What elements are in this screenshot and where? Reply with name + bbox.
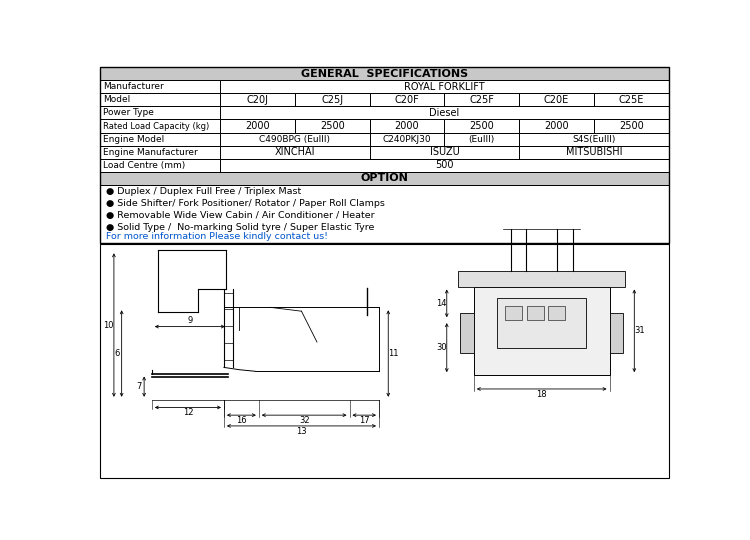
Bar (594, 119, 669, 132)
Bar (100, 244, 669, 478)
Text: 17: 17 (359, 416, 370, 425)
Bar (610, 313, 623, 353)
Bar (445, 119, 519, 132)
Bar (458, 271, 625, 287)
Text: Engine Manufacturer: Engine Manufacturer (103, 148, 198, 157)
Bar (505, 306, 522, 320)
Text: ISUZU: ISUZU (430, 147, 459, 157)
Bar (370, 119, 445, 132)
Text: For more information Please kindly contact us!: For more information Please kindly conta… (106, 232, 328, 241)
Bar (519, 119, 594, 132)
Text: 2500: 2500 (619, 121, 644, 131)
Text: 11: 11 (388, 349, 399, 358)
Text: ● Duplex / Duplex Full Free / Triplex Mast: ● Duplex / Duplex Full Free / Triplex Ma… (106, 187, 302, 197)
Bar (295, 119, 370, 132)
Bar (220, 159, 669, 172)
Text: 16: 16 (236, 416, 247, 425)
Text: Load Centre (mm): Load Centre (mm) (103, 161, 185, 170)
Text: 2500: 2500 (320, 121, 345, 131)
Text: 2500: 2500 (470, 121, 494, 131)
Bar (100, 93, 220, 106)
Text: C20E: C20E (544, 95, 569, 105)
Text: OPTION: OPTION (361, 173, 408, 184)
Text: Power Type: Power Type (103, 109, 154, 117)
Text: ● Side Shifter/ Fork Positioner/ Rotator / Paper Roll Clamps: ● Side Shifter/ Fork Positioner/ Rotator… (106, 199, 385, 208)
Text: C20F: C20F (394, 95, 419, 105)
Bar (100, 67, 669, 80)
Bar (519, 93, 594, 106)
Bar (445, 93, 519, 106)
Text: 12: 12 (183, 408, 194, 417)
Text: C240PKJ30: C240PKJ30 (382, 134, 431, 144)
Bar (220, 80, 669, 93)
Text: C20J: C20J (247, 95, 268, 105)
Text: Engine Model: Engine Model (103, 134, 164, 144)
Bar (474, 287, 610, 375)
Text: (EuIII): (EuIII) (469, 134, 495, 144)
Bar (220, 93, 295, 106)
Text: ● Removable Wide View Cabin / Air Conditioner / Heater: ● Removable Wide View Cabin / Air Condit… (106, 211, 375, 220)
Text: 9: 9 (188, 316, 193, 325)
Text: S4S(EuIII): S4S(EuIII) (572, 134, 616, 144)
Text: Rated Load Capacity (kg): Rated Load Capacity (kg) (103, 122, 209, 131)
Bar (220, 106, 669, 119)
Bar (594, 93, 669, 106)
Text: MITSUBISHI: MITSUBISHI (566, 147, 622, 157)
Bar (100, 80, 220, 93)
Text: 6: 6 (114, 349, 120, 358)
Text: 14: 14 (436, 299, 446, 308)
Bar (100, 185, 669, 242)
Text: 13: 13 (296, 427, 307, 436)
Text: GENERAL  SPECIFICATIONS: GENERAL SPECIFICATIONS (301, 69, 468, 79)
Text: 30: 30 (436, 343, 447, 352)
Bar (370, 146, 519, 159)
Text: Model: Model (103, 96, 130, 104)
Bar (220, 119, 295, 132)
Text: 2000: 2000 (544, 121, 569, 131)
Bar (100, 132, 220, 146)
Text: C490BPG (EuIII): C490BPG (EuIII) (260, 134, 330, 144)
Text: C25F: C25F (470, 95, 494, 105)
Text: XINCHAI: XINCHAI (274, 147, 315, 157)
Bar (295, 93, 370, 106)
Text: 32: 32 (298, 416, 310, 425)
Bar (100, 172, 669, 185)
Text: 10: 10 (104, 321, 114, 329)
Bar (548, 306, 566, 320)
Bar (220, 132, 370, 146)
Bar (519, 132, 669, 146)
Bar (100, 159, 220, 172)
Bar (220, 146, 370, 159)
Bar (519, 146, 669, 159)
Bar (497, 298, 586, 348)
Bar (445, 132, 519, 146)
Text: 18: 18 (536, 390, 547, 399)
Text: 7: 7 (136, 382, 142, 391)
Text: C25J: C25J (321, 95, 344, 105)
Text: ROYAL FORKLIFT: ROYAL FORKLIFT (404, 82, 484, 92)
Bar (100, 67, 669, 242)
Text: 2000: 2000 (394, 121, 419, 131)
Bar (100, 146, 220, 159)
Text: 500: 500 (435, 160, 454, 170)
Text: Diesel: Diesel (429, 108, 460, 118)
Text: Manufacturer: Manufacturer (103, 82, 164, 91)
Bar (370, 132, 445, 146)
Bar (370, 93, 445, 106)
Text: C25E: C25E (619, 95, 644, 105)
Bar (460, 313, 474, 353)
Bar (100, 119, 220, 132)
Text: 2000: 2000 (245, 121, 270, 131)
Text: 31: 31 (634, 326, 645, 335)
Bar (526, 306, 544, 320)
Bar (100, 106, 220, 119)
Text: ● Solid Type /  No-marking Solid tyre / Super Elastic Tyre: ● Solid Type / No-marking Solid tyre / S… (106, 222, 374, 232)
